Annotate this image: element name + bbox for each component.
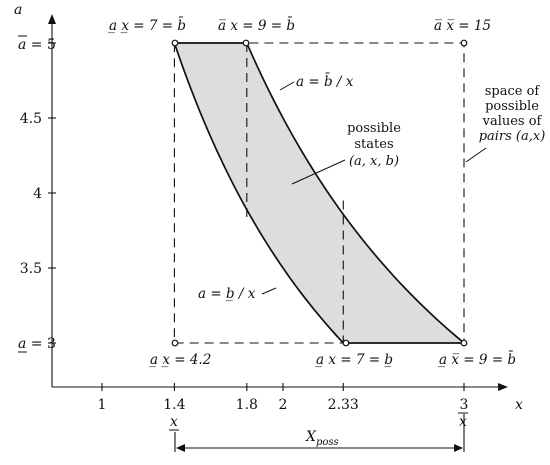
point-top-mid [242,39,250,47]
states-label-line3: (a, x, b) [349,154,399,169]
x-tick-label: 1 [98,397,107,413]
y-tick-label: 3.5 [20,261,42,277]
y-tick-5-value: = 5 [26,37,56,53]
upper-bound-curve [246,42,465,344]
space-label-line1: space of [485,84,541,99]
lower-bound-curve [173,42,344,344]
possible-values-rectangle [173,42,465,344]
lower-curve-label: a = b̲ / x [198,286,256,302]
space-label-line2: possible [485,99,539,114]
states-leader [291,159,346,185]
x-tick-label: 1.8 [236,397,258,413]
x-axis-label: x [515,397,523,413]
x-tick-label: 2 [279,397,288,413]
x-overbar-label: x [459,414,467,430]
xposs-label: Xposs [305,429,339,448]
x-tick-label: 2.33 [328,397,359,413]
y-tick-label: 4 [33,186,42,202]
point-top-left [171,39,179,47]
label-bottom-left-corner: a̲ x̲ = 4.2 [149,352,211,368]
upper-curve-label: a = b̄ / x [296,73,354,90]
label-bottom-mid-corner: a̲ x = 7 = b̲ [315,352,393,368]
y-tick-label-3: a = 3 [18,336,56,352]
y-tick-label-5: a = 5 [18,37,56,53]
space-label-line4: pairs (a,x) [479,129,546,144]
y-axis-arrow-icon [48,14,56,24]
space-leader [465,147,487,163]
x-tick-label: 1.4 [163,397,185,413]
y-tick-3-value: = 3 [26,336,56,352]
point-bottom-right [460,339,468,347]
y-axis-ticks: 4.5 4 3.5 [20,42,56,344]
space-label-line3: values of [482,114,543,129]
y-axis-label: a [14,2,22,18]
label-top-right-corner: a̅ x̅ = 15 [434,18,491,34]
x-axis-arrow-icon [498,383,508,391]
upper-curve-leader [279,81,295,91]
xposs-left-arrow-icon [176,444,185,452]
states-label-line1: possible [347,121,401,136]
x-axis-ticks: 1 1.4 1.8 2 2.33 3 [98,383,469,413]
a-underbar-symbol: a [18,336,26,352]
point-bottom-mid [342,339,350,347]
point-bottom-left [171,339,179,347]
x-tick-label: 3 [460,397,469,413]
xposs-main: X [305,429,317,445]
a-bar-symbol: a [18,37,26,53]
point-top-right [460,39,468,47]
y-tick-label: 4.5 [20,111,42,127]
xposs-subscript: poss [316,437,339,448]
label-top-mid-corner: a̅ x = 9 = b̄ [218,17,295,34]
x-underbar-label: x [170,414,178,430]
lower-curve-leader [261,287,277,295]
states-label-line2: states [354,137,393,152]
xposs-right-arrow-icon [454,444,463,452]
label-top-left-corner: a̲ x̲ = 7 = b̄ [108,17,186,34]
label-bottom-right-corner: a̲ x̅ = 9 = b̄ [438,351,516,368]
